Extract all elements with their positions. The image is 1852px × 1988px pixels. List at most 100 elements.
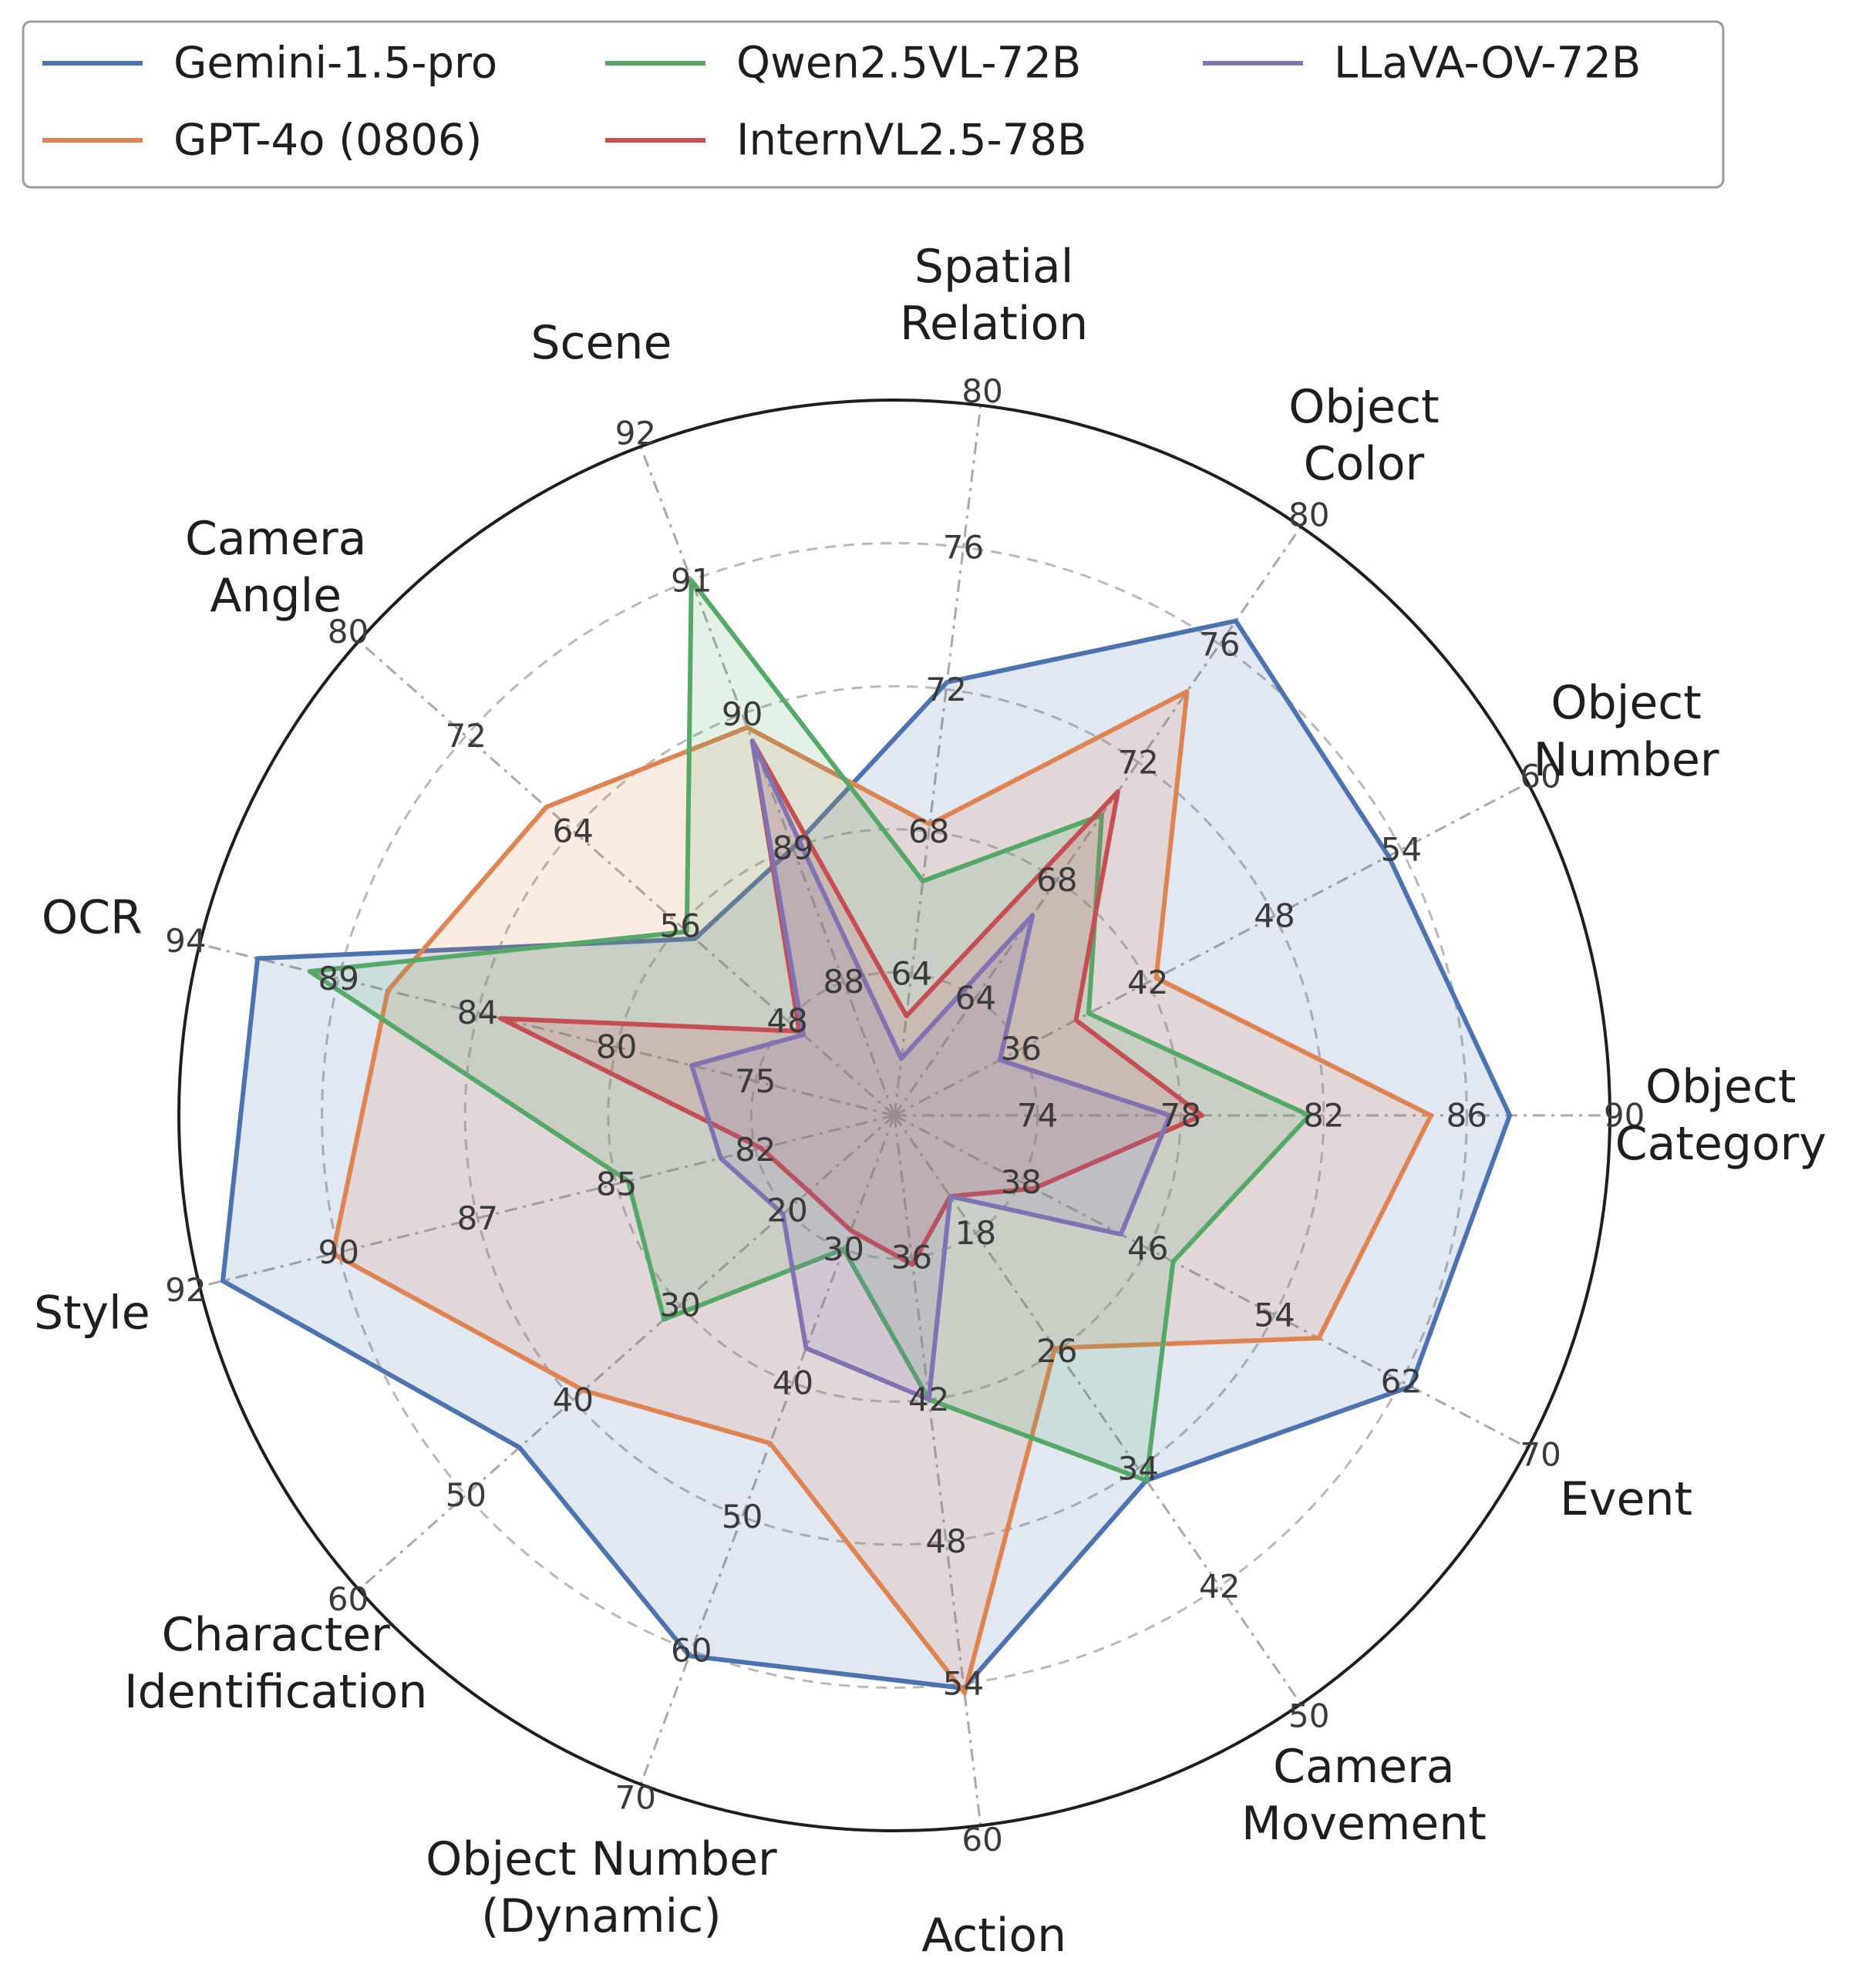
tick-label-10-3: 54 [943,1665,984,1703]
tick-label-3-0: 64 [891,954,932,992]
tick-label-2-4: 80 [1288,496,1329,534]
tick-label-6-3: 89 [318,960,359,997]
axis-spoke-3 [893,405,982,1116]
tick-label-8-1: 30 [659,1287,700,1324]
axis-label-12: Event [1560,1472,1692,1526]
tick-label-2-0: 64 [955,979,996,1017]
series-layer [221,577,1513,1696]
tick-label-0-1: 78 [1160,1097,1200,1135]
tick-label-12-1: 46 [1127,1229,1168,1267]
series-fill-4 [692,741,1170,1400]
axis-label-11: Camera Movement [1241,1740,1487,1851]
series-fill-3 [500,741,1202,1265]
tick-label-10-4: 60 [961,1821,1002,1858]
tick-label-1-2: 48 [1254,897,1295,935]
axis-label-4: Scene [530,316,672,370]
tick-label-0-3: 86 [1446,1097,1487,1135]
axis-spoke-5 [358,640,895,1117]
tick-label-9-2: 50 [722,1498,763,1536]
series-line-1 [330,689,1433,1696]
tick-label-6-4: 94 [165,922,206,960]
tick-label-0-0: 74 [1017,1097,1058,1135]
axis-spoke-12 [894,1114,1529,1449]
tick-label-4-2: 90 [722,695,763,733]
tick-label-1-3: 54 [1381,831,1422,869]
tick-label-12-4: 70 [1520,1435,1561,1473]
tick-label-8-3: 50 [446,1476,487,1514]
tick-label-5-2: 64 [552,812,593,849]
series-fill-2 [309,580,1310,1481]
axis-labels: Object Category Object Number Object Color Spa… [34,240,1827,1963]
legend: Gemini-1.5-pro GPT-4o (0806) Qwen2.5VL-72B… [22,20,1725,189]
tick-label-12-0: 38 [1001,1163,1042,1201]
tick-label-11-0: 18 [955,1214,996,1252]
tick-label-9-3: 60 [671,1632,712,1670]
tick-label-5-4: 80 [328,613,369,651]
tick-label-3-3: 76 [943,529,984,567]
series-line-3 [498,738,1204,1267]
tick-label-9-0: 30 [823,1230,864,1268]
tick-label-4-0: 88 [823,963,864,1001]
tick-label-2-1: 68 [1036,861,1077,899]
tick-label-1-0: 36 [1001,1030,1042,1068]
tick-label-8-4: 60 [328,1580,369,1618]
axis-spoke-7 [199,1114,895,1288]
tick-labels: 74 78 82 86 90 36 42 48 54 60 64 68 72 76 80 64 68 72 76 80… [165,372,1645,1858]
tick-label-6-0: 75 [735,1062,776,1100]
tick-label-11-4: 50 [1288,1697,1329,1735]
grid-ring-3 [463,685,1325,1546]
outer-ring [177,399,1611,1832]
axis-spoke-10 [893,1115,982,1826]
series-line-4 [689,738,1173,1402]
axis-label-1: Object Number [1534,676,1719,787]
tick-label-7-0: 82 [735,1131,776,1169]
legend-entry-4: LLaVA-OV-72B [1334,39,1641,89]
legend-entry-0: Gemini-1.5-pro [173,39,497,89]
tick-label-1-1: 42 [1127,964,1168,1001]
tick-label-4-3: 91 [671,561,712,599]
axis-label-8: Character Identification [124,1608,427,1719]
axis-label-10: Action [921,1909,1066,1963]
tick-label-2-2: 72 [1118,743,1159,781]
axis-label-6: OCR [42,891,143,945]
axis-label-2: Object Color [1288,380,1439,491]
axis-spoke-11 [893,1115,1302,1705]
tick-label-10-0: 36 [891,1239,932,1277]
tick-label-3-1: 68 [908,812,949,850]
grid-ring-4 [321,542,1468,1689]
tick-label-0-2: 82 [1303,1097,1344,1135]
axis-spoke-9 [639,1115,896,1785]
tick-label-5-1: 56 [659,907,700,944]
tick-label-4-4: 92 [615,415,656,452]
axis-spoke-2 [893,526,1302,1116]
tick-label-10-2: 48 [925,1522,966,1560]
tick-label-10-1: 42 [908,1381,949,1418]
series-fill-0 [223,621,1510,1689]
axis-label-5: Camera Angle [185,512,366,623]
axis-spoke-6 [199,943,895,1117]
legend-entry-3: InternVL2.5-78B [736,116,1086,166]
tick-label-0-4: 90 [1604,1097,1645,1135]
axis-label-9: Object Number (Dynamic) [426,1832,777,1943]
tick-label-12-3: 62 [1381,1363,1422,1401]
tick-label-12-2: 54 [1254,1296,1295,1334]
axis-spoke-8 [358,1114,895,1591]
tick-label-11-2: 34 [1118,1450,1159,1488]
tick-label-8-2: 40 [552,1381,593,1419]
axis-label-7: Style [34,1287,150,1340]
tick-label-4-1: 89 [773,829,813,866]
tick-label-8-0: 20 [766,1192,807,1229]
tick-label-1-4: 60 [1520,758,1561,796]
tick-label-7-3: 90 [318,1233,359,1271]
tick-label-6-2: 84 [457,994,498,1031]
tick-label-6-1: 80 [596,1028,637,1066]
series-line-0 [221,618,1513,1691]
tick-label-7-1: 85 [596,1165,637,1203]
legend-entry-1: GPT-4o (0806) [173,116,482,166]
tick-label-9-4: 70 [615,1779,656,1817]
tick-label-2-3: 76 [1199,626,1240,664]
tick-label-5-3: 72 [446,717,487,755]
axis-label-0: Object Category [1615,1060,1827,1171]
tick-label-11-1: 26 [1036,1332,1077,1370]
